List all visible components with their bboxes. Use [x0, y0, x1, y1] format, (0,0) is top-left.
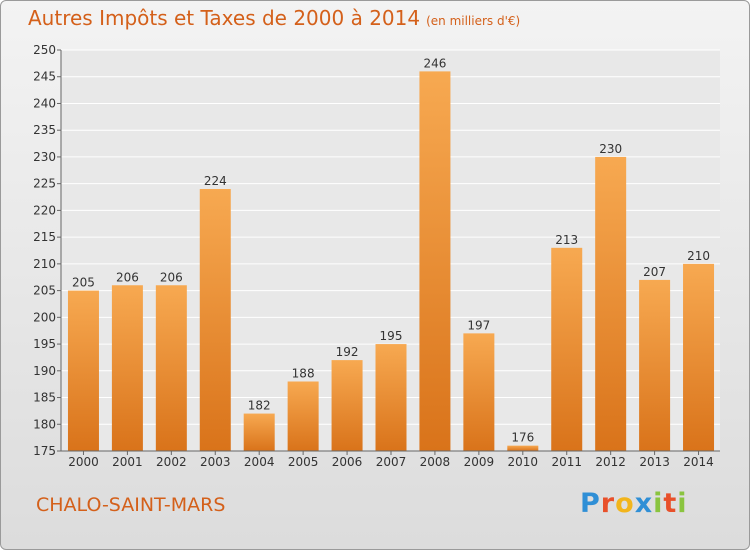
- brand-letter: x: [634, 488, 654, 519]
- bar: [331, 360, 363, 451]
- bar: [199, 189, 231, 451]
- brand-letter: i: [677, 488, 688, 519]
- data-label: 182: [248, 399, 271, 413]
- y-tick-label: 200: [33, 310, 56, 324]
- bar: [507, 445, 539, 451]
- y-tick-label: 195: [33, 337, 56, 351]
- data-label: 197: [467, 318, 490, 332]
- bar: [375, 344, 407, 451]
- y-tick-label: 190: [33, 364, 56, 378]
- data-label: 224: [204, 174, 227, 188]
- x-tick-label: 2012: [595, 455, 626, 469]
- y-axis-ticks: 175 180 185 190 195 200 205 210 215 220 225 230 235 2…: [33, 43, 720, 458]
- y-tick-label: 240: [33, 96, 56, 110]
- y-tick-label: 250: [33, 43, 56, 57]
- y-tick-label: 215: [33, 230, 56, 244]
- chart-title-text: Autres Impôts et Taxes de 2000 à 2014: [28, 6, 421, 30]
- brand-letter: t: [663, 488, 678, 519]
- data-label: 246: [423, 56, 446, 70]
- x-tick-label: 2006: [332, 455, 363, 469]
- x-tick-label: 2001: [112, 455, 143, 469]
- brand-letter: P: [580, 488, 601, 519]
- x-tick-label: 2009: [464, 455, 495, 469]
- y-tick-label: 185: [33, 391, 56, 405]
- x-tick-label: 2002: [156, 455, 187, 469]
- y-tick-label: 230: [33, 150, 56, 164]
- brand-letter: i: [653, 488, 664, 519]
- bar: [639, 279, 671, 451]
- y-tick-label: 205: [33, 284, 56, 298]
- brand-letter: r: [600, 488, 616, 519]
- data-label: 188: [292, 366, 315, 380]
- bar: [287, 381, 319, 451]
- x-tick-label: 2003: [200, 455, 231, 469]
- x-tick-label: 2007: [376, 455, 407, 469]
- chart-title-unit: (en milliers d'€): [426, 14, 521, 28]
- bar: [595, 156, 627, 451]
- y-tick-label: 245: [33, 70, 56, 84]
- chart-title: Autres Impôts et Taxes de 2000 à 2014 (en…: [28, 6, 520, 30]
- y-tick-label: 225: [33, 177, 56, 191]
- commune-name: CHALO-SAINT-MARS: [36, 494, 226, 516]
- data-label: 195: [380, 329, 403, 343]
- data-label: 206: [160, 270, 183, 284]
- x-tick-label: 2013: [639, 455, 670, 469]
- y-tick-label: 220: [33, 203, 56, 217]
- x-tick-label: 2014: [683, 455, 714, 469]
- brand-logo: Proxiti: [580, 488, 688, 519]
- y-tick-label: 235: [33, 123, 56, 137]
- bar: [463, 333, 495, 451]
- data-label: 230: [599, 142, 622, 156]
- x-tick-label: 2000: [68, 455, 99, 469]
- data-label: 192: [336, 345, 359, 359]
- bar: [67, 290, 99, 451]
- data-label: 205: [72, 276, 95, 290]
- data-labels: 205 206 206 224 182 188 192 195 246 197 176 213 230 2…: [72, 56, 710, 444]
- x-axis-ticks: 2000 2001 2002 2003 2004 2005 2006 2007 2008 2009…: [68, 451, 714, 469]
- bar: [419, 71, 451, 452]
- data-label: 176: [511, 431, 534, 445]
- x-tick-label: 2005: [288, 455, 319, 469]
- bars: [67, 71, 715, 452]
- bar: [551, 247, 583, 451]
- brand-letter: o: [615, 488, 635, 519]
- y-tick-label: 180: [33, 417, 56, 431]
- data-label: 206: [116, 270, 139, 284]
- data-label: 207: [643, 265, 666, 279]
- bar: [683, 263, 715, 451]
- bar: [111, 285, 143, 451]
- x-tick-label: 2011: [551, 455, 582, 469]
- x-tick-label: 2010: [508, 455, 539, 469]
- y-tick-label: 175: [33, 444, 56, 458]
- data-label: 213: [555, 233, 578, 247]
- y-tick-label: 210: [33, 257, 56, 271]
- bar: [243, 413, 275, 451]
- x-tick-label: 2008: [420, 455, 451, 469]
- data-label: 210: [687, 249, 710, 263]
- bar: [155, 285, 187, 451]
- x-tick-label: 2004: [244, 455, 275, 469]
